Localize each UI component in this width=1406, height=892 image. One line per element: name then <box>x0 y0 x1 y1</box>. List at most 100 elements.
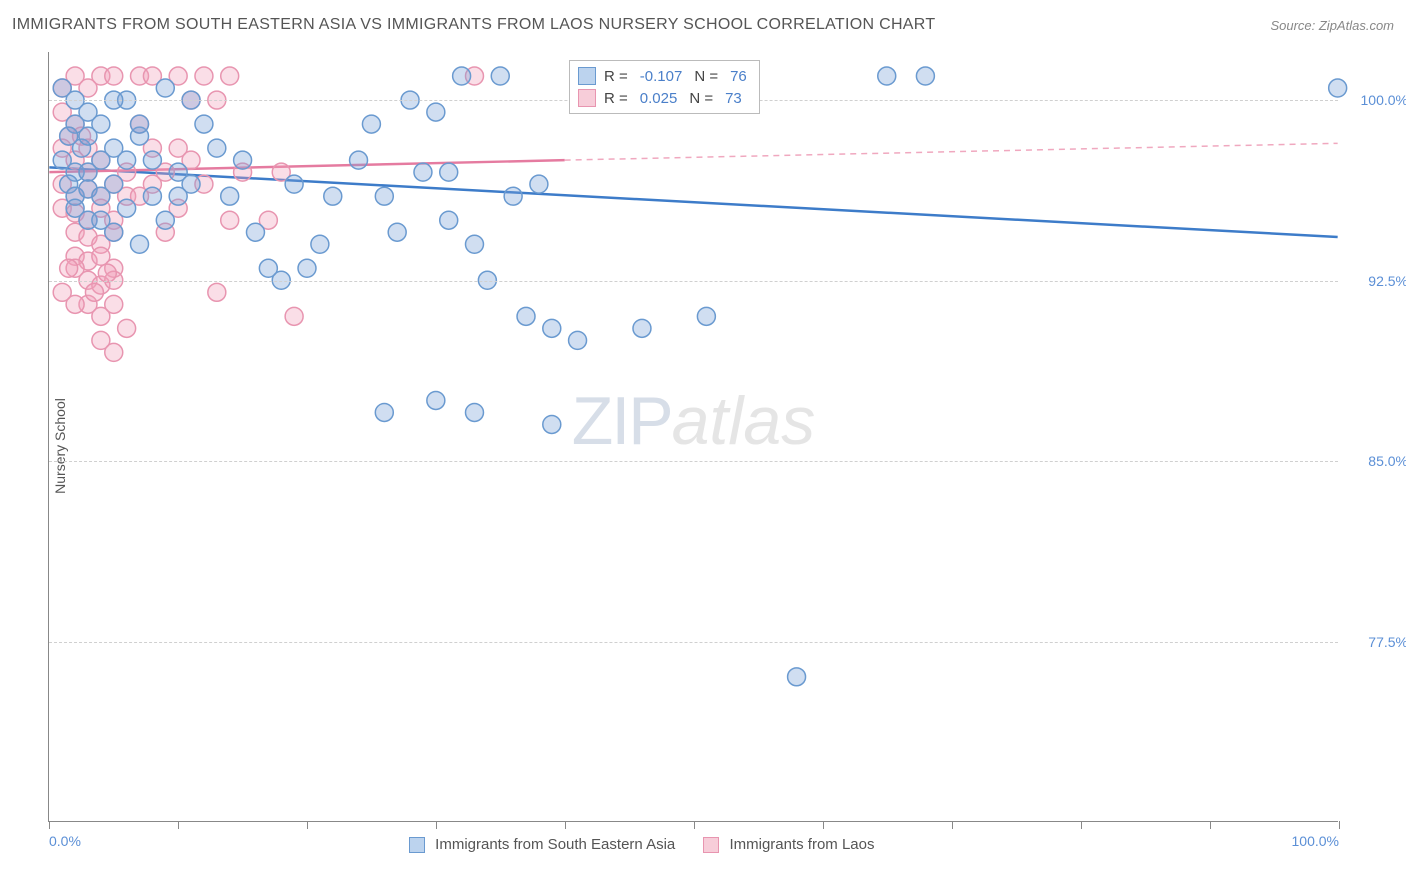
scatter-point <box>234 151 252 169</box>
x-tick <box>436 821 437 829</box>
gridline-h <box>49 281 1338 282</box>
scatter-point <box>916 67 934 85</box>
scatter-point <box>98 264 116 282</box>
n-value-blue: 76 <box>730 68 747 85</box>
scatter-point <box>156 79 174 97</box>
bottom-legend: Immigrants from South Eastern Asia Immig… <box>409 836 875 853</box>
x-tick <box>1339 821 1340 829</box>
scatter-point <box>427 391 445 409</box>
stat-row-blue: R = -0.107 N = 76 <box>578 65 751 87</box>
source-label: Source: ZipAtlas.com <box>1270 18 1394 33</box>
scatter-point <box>143 187 161 205</box>
x-tick-label: 0.0% <box>49 833 81 849</box>
legend-label-pink: Immigrants from Laos <box>729 836 874 853</box>
scatter-point <box>375 187 393 205</box>
scatter-point <box>105 295 123 313</box>
x-tick <box>952 821 953 829</box>
correlation-stats-box: R = -0.107 N = 76 R = 0.025 N = 73 <box>569 60 760 114</box>
scatter-point <box>285 175 303 193</box>
y-tick-label: 77.5% <box>1348 634 1406 650</box>
scatter-point <box>195 115 213 133</box>
scatter-point <box>788 668 806 686</box>
scatter-point <box>143 151 161 169</box>
scatter-point <box>131 115 149 133</box>
scatter-point <box>517 307 535 325</box>
x-tick <box>307 821 308 829</box>
r-label: R = <box>604 90 628 107</box>
r-value-pink: 0.025 <box>640 90 678 107</box>
n-label: N = <box>689 90 713 107</box>
n-label: N = <box>694 68 718 85</box>
stat-swatch-blue <box>578 67 596 85</box>
scatter-points-layer <box>49 52 1338 821</box>
scatter-point <box>221 67 239 85</box>
gridline-h <box>49 461 1338 462</box>
scatter-point <box>105 175 123 193</box>
scatter-point <box>504 187 522 205</box>
x-tick-label: 100.0% <box>1292 833 1339 849</box>
scatter-point <box>530 175 548 193</box>
scatter-point <box>465 235 483 253</box>
scatter-point <box>92 115 110 133</box>
legend-label-blue: Immigrants from South Eastern Asia <box>435 836 675 853</box>
scatter-point <box>453 67 471 85</box>
scatter-point <box>208 283 226 301</box>
x-tick <box>694 821 695 829</box>
x-tick <box>178 821 179 829</box>
r-label: R = <box>604 68 628 85</box>
scatter-point <box>221 187 239 205</box>
scatter-point <box>53 283 71 301</box>
scatter-point <box>285 307 303 325</box>
scatter-point <box>60 259 78 277</box>
scatter-point <box>85 283 103 301</box>
scatter-point <box>105 67 123 85</box>
legend-item-blue: Immigrants from South Eastern Asia <box>409 836 675 853</box>
scatter-point <box>221 211 239 229</box>
chart-title: IMMIGRANTS FROM SOUTH EASTERN ASIA VS IM… <box>12 16 935 34</box>
scatter-point <box>131 235 149 253</box>
scatter-point <box>543 415 561 433</box>
y-tick-label: 92.5% <box>1348 273 1406 289</box>
scatter-point <box>195 67 213 85</box>
x-tick <box>49 821 50 829</box>
scatter-point <box>92 331 110 349</box>
scatter-point <box>246 223 264 241</box>
x-tick <box>565 821 566 829</box>
x-tick <box>1210 821 1211 829</box>
x-tick <box>1081 821 1082 829</box>
scatter-point <box>440 163 458 181</box>
scatter-point <box>156 211 174 229</box>
scatter-point <box>118 199 136 217</box>
scatter-point <box>350 151 368 169</box>
scatter-point <box>543 319 561 337</box>
legend-item-pink: Immigrants from Laos <box>703 836 874 853</box>
scatter-point <box>362 115 380 133</box>
gridline-h <box>49 642 1338 643</box>
scatter-point <box>1329 79 1347 97</box>
scatter-point <box>324 187 342 205</box>
legend-swatch-blue <box>409 837 425 853</box>
scatter-point <box>118 151 136 169</box>
scatter-point <box>427 103 445 121</box>
scatter-point <box>697 307 715 325</box>
r-value-blue: -0.107 <box>640 68 683 85</box>
scatter-point <box>878 67 896 85</box>
stat-swatch-pink <box>578 89 596 107</box>
scatter-point <box>388 223 406 241</box>
scatter-point <box>298 259 316 277</box>
y-tick-label: 100.0% <box>1348 92 1406 108</box>
scatter-point <box>311 235 329 253</box>
stat-row-pink: R = 0.025 N = 73 <box>578 87 751 109</box>
legend-swatch-pink <box>703 837 719 853</box>
plot-area: ZIPatlas R = -0.107 N = 76 R = 0.025 N =… <box>48 52 1338 822</box>
scatter-point <box>105 223 123 241</box>
scatter-point <box>375 403 393 421</box>
scatter-point <box>169 187 187 205</box>
scatter-point <box>633 319 651 337</box>
scatter-point <box>465 403 483 421</box>
y-tick-label: 85.0% <box>1348 453 1406 469</box>
scatter-point <box>118 319 136 337</box>
x-tick <box>823 821 824 829</box>
scatter-point <box>569 331 587 349</box>
n-value-pink: 73 <box>725 90 742 107</box>
